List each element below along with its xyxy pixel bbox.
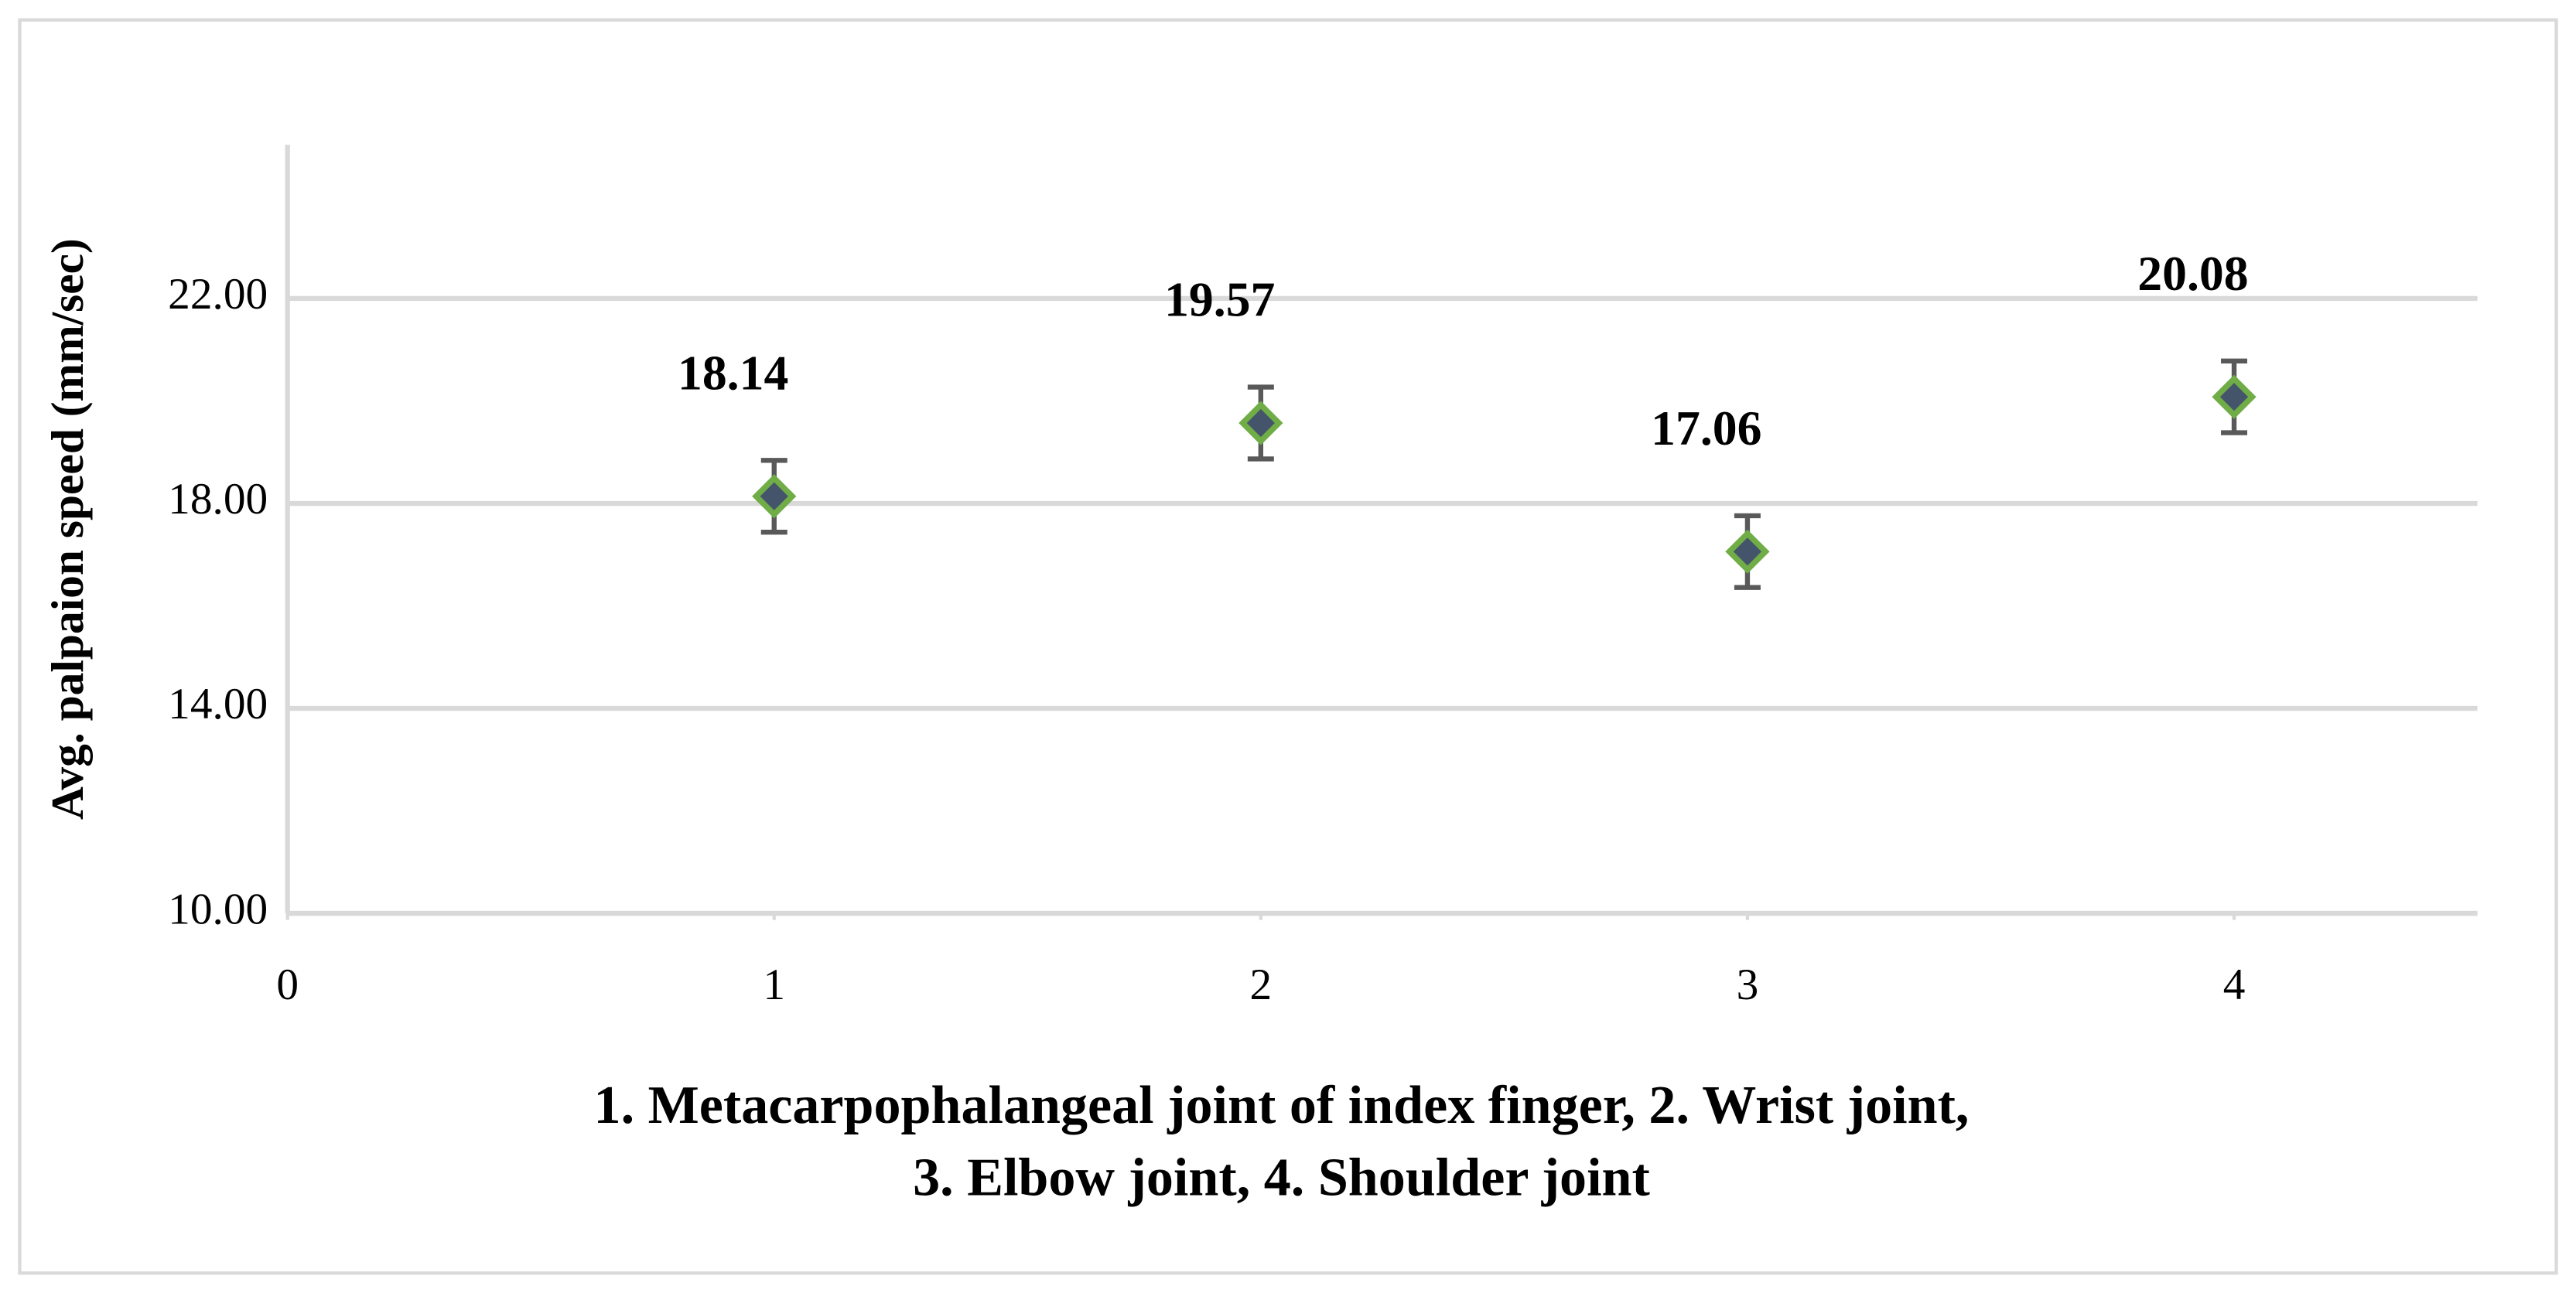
x-tick-label: 0 bbox=[276, 960, 299, 1009]
x-axis-title: 3. Elbow joint, 4. Shoulder joint bbox=[913, 1148, 1650, 1207]
point bbox=[1238, 401, 1283, 445]
data-label: 18.14 bbox=[678, 345, 788, 400]
y-tick-label: 18.00 bbox=[168, 475, 268, 524]
data-label: 17.06 bbox=[1651, 401, 1761, 455]
point bbox=[1725, 529, 1770, 574]
data-label: 19.57 bbox=[1164, 272, 1275, 327]
x-tick-label: 4 bbox=[2223, 960, 2246, 1009]
x-tick-label: 1 bbox=[763, 960, 785, 1009]
point bbox=[752, 474, 797, 519]
point bbox=[2212, 374, 2257, 419]
y-tick-label: 22.00 bbox=[168, 270, 268, 319]
y-tick-label: 14.00 bbox=[168, 680, 268, 728]
y-tick-label: 10.00 bbox=[168, 885, 268, 933]
x-axis-title: 1. Metacarpophalangeal joint of index fi… bbox=[594, 1076, 1970, 1135]
y-axis-title: Avg. palpaion speed (mm/sec) bbox=[42, 238, 93, 820]
chart-frame bbox=[18, 18, 2558, 1275]
data-label: 20.08 bbox=[2137, 246, 2248, 301]
x-tick-label: 3 bbox=[1737, 960, 1759, 1009]
x-tick-label: 2 bbox=[1250, 960, 1273, 1009]
